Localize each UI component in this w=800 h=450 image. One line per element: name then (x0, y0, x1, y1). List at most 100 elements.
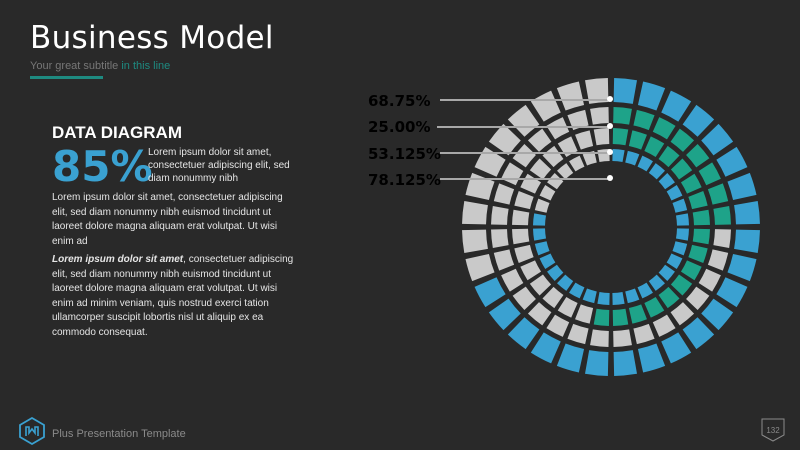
subtitle-highlight: in this line (121, 60, 171, 72)
ring-3-segment (670, 274, 693, 296)
ring-4-segment (658, 264, 675, 281)
ring-1-segment (530, 332, 561, 364)
ring-2-segment (698, 268, 721, 292)
slide-subtitle: Your great subtitle in this line (30, 60, 170, 72)
ring-4-segment (666, 253, 683, 269)
legend-label-4: 78.125% (368, 171, 441, 189)
page-number-badge-icon (761, 418, 785, 442)
ring-1-segment (734, 229, 760, 254)
section-heading: DATA DIAGRAM (52, 123, 182, 142)
ring-2-segment (670, 302, 695, 326)
subtitle-plain: Your great subtitle (30, 60, 119, 72)
ring-2-segment (633, 109, 655, 131)
ring-4-segment (533, 213, 547, 226)
ring-1-segment (727, 253, 757, 282)
ring-1-segment (682, 104, 715, 137)
ring-2-segment (590, 107, 609, 125)
big-percent: 85% (52, 142, 153, 191)
ring-3-segment (575, 304, 594, 324)
ring-1-segment (661, 90, 692, 122)
ring-3-segment (670, 158, 693, 180)
ring-1-segment (682, 317, 715, 350)
ring-4-segment (582, 150, 597, 166)
ring-4-segment (557, 274, 574, 291)
ring-2-segment (713, 229, 731, 248)
ring-3-segment (593, 308, 610, 326)
ring-4-segment (612, 149, 625, 163)
ring-3-segment (612, 308, 629, 326)
ring-2-segment (652, 314, 676, 337)
legend-leader-dot (607, 149, 613, 155)
ring-4-segment (534, 198, 550, 213)
ring-2-segment (491, 206, 509, 225)
ring-3-segment (628, 130, 647, 150)
legend-leader-dot (607, 175, 613, 181)
ring-4-segment (557, 163, 574, 180)
ring-3-segment (593, 128, 610, 146)
ring-1-segment (637, 343, 666, 373)
ring-2-segment (527, 128, 552, 152)
ring-4-segment (637, 282, 653, 299)
legend-label-1: 68.75% (368, 92, 431, 110)
ring-4-segment (547, 173, 564, 190)
ring-2-segment (652, 117, 676, 140)
ring-2-segment (567, 323, 589, 345)
ring-1-segment (556, 81, 585, 111)
ring-4-segment (533, 228, 547, 241)
ring-2-segment (670, 128, 695, 152)
ring-3-segment (680, 173, 702, 194)
ring-1-segment (465, 253, 495, 282)
legend-label-2: 25.00% (368, 118, 431, 136)
ring-4-segment (534, 241, 550, 256)
ring-2-segment (713, 206, 731, 225)
ring-1-segment (613, 350, 638, 376)
ring-1-segment (488, 123, 521, 156)
ring-3-segment (557, 296, 578, 318)
ring-3-segment (680, 260, 702, 281)
ring-1-segment (701, 298, 734, 331)
ring-1-segment (734, 200, 760, 225)
ring-1-segment (727, 172, 757, 201)
ring-3-segment (575, 130, 594, 150)
paragraph-emphasis: Lorem ipsum dolor sit amet (52, 254, 184, 265)
legend-leader-dot (607, 123, 613, 129)
ring-1-segment (716, 277, 748, 308)
ring-3-segment (557, 136, 578, 158)
ring-3-segment (514, 244, 534, 263)
legend-leader-line (440, 152, 610, 154)
ring-2-segment (501, 162, 524, 186)
ring-1-segment (474, 277, 506, 308)
ring-1-segment (661, 332, 692, 364)
ring-2-segment (546, 314, 570, 337)
ring-4-segment (648, 274, 665, 291)
hexagon-logo-icon (19, 417, 45, 445)
ring-4-segment (672, 241, 688, 256)
page-number: 132 (766, 426, 780, 435)
ring-3-segment (529, 158, 552, 180)
ring-1-segment (584, 78, 609, 104)
ring-4-segment (569, 155, 585, 172)
ring-2-segment (512, 286, 536, 311)
ring-2-segment (707, 249, 729, 271)
ring-2-segment (501, 268, 524, 292)
legend-leader-dot (607, 96, 613, 102)
ring-2-segment (613, 107, 632, 125)
ring-4-segment (612, 291, 625, 305)
ring-3-segment (512, 228, 530, 245)
legend-leader-line (440, 178, 610, 180)
ring-4-segment (547, 264, 564, 281)
ring-3-segment (644, 136, 665, 158)
ring-1-segment (465, 172, 495, 201)
ring-2-segment (613, 329, 632, 347)
ring-1-segment (474, 146, 506, 177)
ring-1-segment (530, 90, 561, 122)
ring-2-segment (512, 143, 536, 168)
ring-1-segment (507, 317, 540, 350)
ring-4-segment (658, 173, 675, 190)
ring-1-segment (613, 78, 638, 104)
ring-3-segment (644, 296, 665, 318)
ring-3-segment (658, 145, 680, 168)
ring-2-segment (686, 143, 710, 168)
ring-1-segment (462, 229, 488, 254)
